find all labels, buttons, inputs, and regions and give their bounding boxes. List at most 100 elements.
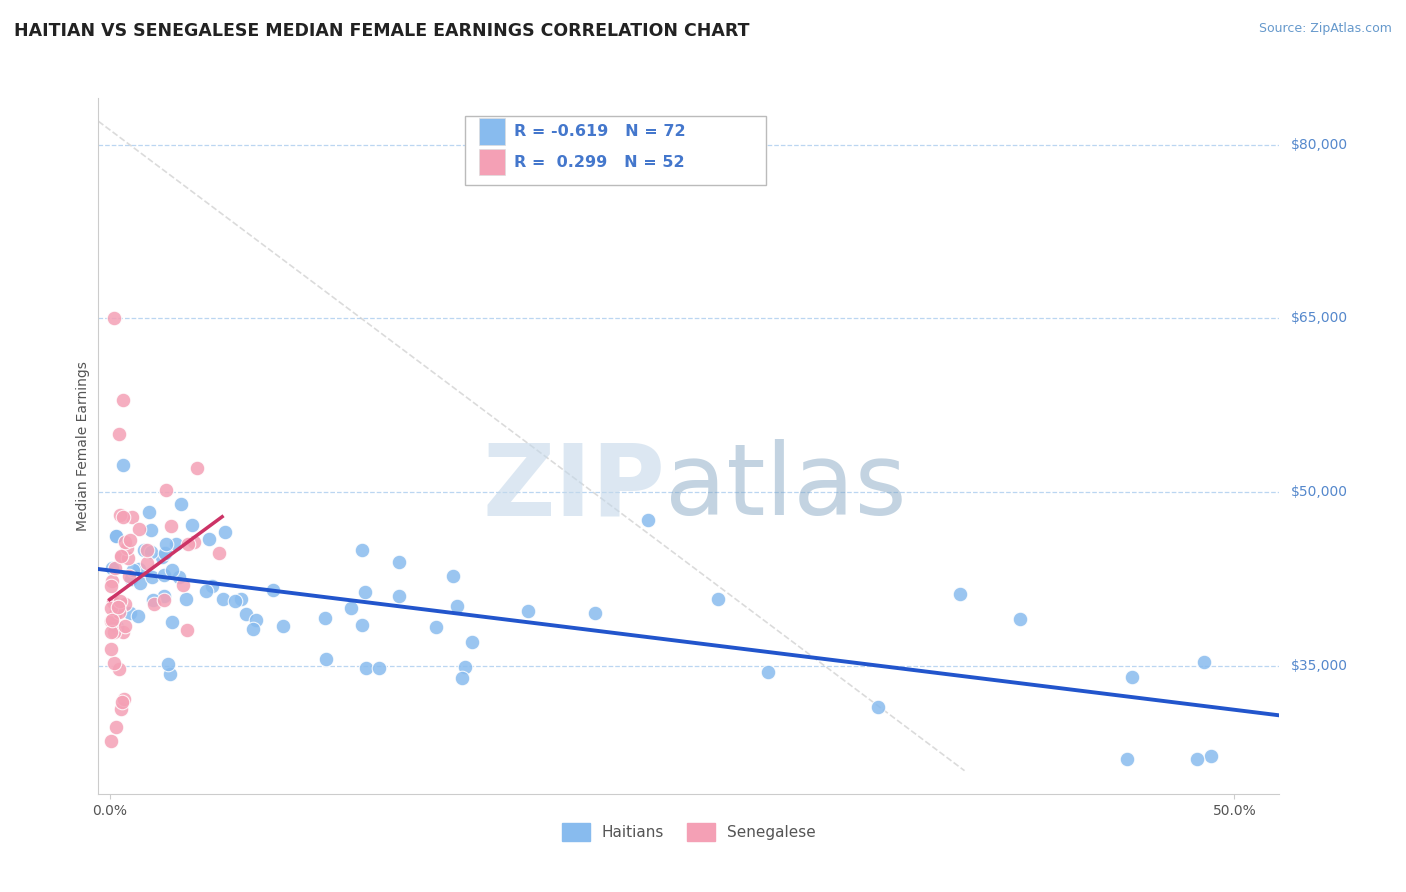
Point: [110, 508, 132, 523]
Point: [153, 589, 176, 603]
Point: [1199, 748, 1222, 763]
Point: [117, 569, 139, 583]
Point: [132, 543, 155, 558]
Point: [100, 613, 122, 627]
Point: [170, 498, 193, 512]
Point: [195, 583, 218, 598]
Point: [112, 510, 135, 524]
Point: [948, 587, 970, 601]
Point: [198, 533, 221, 547]
Text: Source: ZipAtlas.com: Source: ZipAtlas.com: [1258, 22, 1392, 36]
Point: [107, 605, 129, 619]
FancyBboxPatch shape: [478, 149, 505, 176]
Point: [112, 692, 135, 706]
Point: [637, 512, 659, 526]
Text: HAITIAN VS SENEGALESE MEDIAN FEMALE EARNINGS CORRELATION CHART: HAITIAN VS SENEGALESE MEDIAN FEMALE EARN…: [14, 22, 749, 40]
Point: [446, 599, 468, 614]
Point: [387, 555, 409, 569]
Point: [100, 734, 122, 748]
Point: [1121, 670, 1143, 684]
Point: [450, 671, 472, 685]
Point: [100, 614, 122, 628]
Point: [707, 591, 730, 606]
Text: R = -0.619   N = 72: R = -0.619 N = 72: [515, 124, 686, 139]
Point: [138, 505, 160, 519]
Point: [165, 537, 187, 551]
Point: [235, 607, 257, 621]
Point: [153, 567, 176, 582]
Point: [108, 594, 131, 608]
Point: [104, 719, 127, 733]
Point: [117, 551, 139, 566]
Point: [176, 623, 198, 637]
Point: [162, 563, 184, 577]
Text: $50,000: $50,000: [1291, 485, 1347, 500]
Point: [101, 574, 124, 588]
Point: [100, 579, 122, 593]
Point: [101, 595, 124, 609]
Point: [103, 625, 125, 640]
Point: [181, 517, 204, 532]
Point: [110, 549, 132, 564]
Point: [127, 609, 149, 624]
Point: [214, 524, 236, 539]
Point: [118, 533, 141, 548]
Point: [105, 529, 128, 543]
Point: [143, 598, 166, 612]
Point: [110, 695, 132, 709]
Point: [141, 523, 163, 537]
Point: [112, 392, 135, 407]
Point: [441, 569, 464, 583]
Point: [128, 562, 150, 576]
Point: [105, 602, 128, 616]
Point: [183, 534, 205, 549]
Point: [105, 620, 128, 634]
Point: [314, 611, 336, 625]
Point: [208, 546, 231, 560]
Point: [353, 585, 375, 599]
Point: [114, 619, 136, 633]
Point: [174, 591, 197, 606]
Point: [245, 613, 267, 627]
Point: [111, 458, 134, 473]
Point: [103, 656, 125, 670]
Point: [139, 545, 162, 559]
Point: [114, 535, 136, 549]
Point: [120, 572, 142, 586]
Point: [211, 592, 233, 607]
Point: [756, 665, 779, 680]
Point: [461, 635, 484, 649]
Point: [100, 601, 122, 615]
Point: [1194, 655, 1216, 669]
Point: [150, 549, 173, 564]
FancyBboxPatch shape: [478, 119, 505, 145]
FancyBboxPatch shape: [464, 116, 766, 186]
Text: $35,000: $35,000: [1291, 659, 1347, 673]
Point: [350, 543, 373, 558]
Point: [136, 543, 159, 558]
Point: [153, 546, 176, 560]
Point: [868, 700, 890, 714]
Point: [141, 570, 163, 584]
Legend: Haitians, Senegalese: Haitians, Senegalese: [554, 815, 824, 849]
Point: [153, 593, 176, 607]
Point: [157, 657, 180, 672]
Point: [108, 662, 131, 676]
Point: [101, 561, 124, 575]
Point: [129, 576, 152, 591]
Y-axis label: Median Female Earnings: Median Female Earnings: [76, 361, 90, 531]
Point: [155, 536, 177, 550]
Text: $80,000: $80,000: [1291, 137, 1348, 152]
Point: [110, 549, 132, 563]
Point: [160, 519, 183, 533]
Point: [100, 642, 122, 657]
Point: [339, 601, 361, 615]
Point: [136, 556, 159, 570]
Point: [354, 661, 377, 675]
Point: [186, 461, 208, 475]
Point: [159, 666, 181, 681]
Point: [107, 427, 129, 442]
Point: [120, 606, 142, 620]
Point: [271, 619, 294, 633]
Point: [1116, 752, 1139, 766]
